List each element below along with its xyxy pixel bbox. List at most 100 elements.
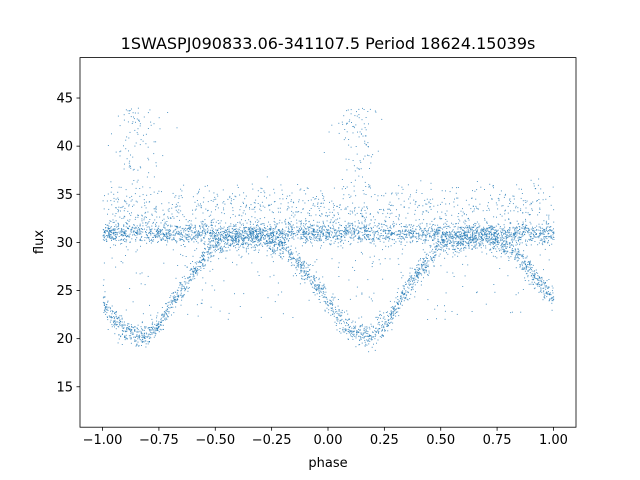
data-point — [232, 235, 234, 237]
data-point — [108, 233, 109, 235]
data-point — [282, 234, 284, 236]
data-point — [256, 237, 258, 239]
data-point — [178, 232, 180, 234]
data-point — [373, 230, 375, 232]
data-point — [157, 324, 159, 326]
data-point — [229, 245, 231, 246]
data-point — [148, 239, 150, 241]
data-point — [490, 244, 492, 246]
data-point — [140, 239, 142, 241]
data-point — [337, 235, 339, 237]
data-point — [250, 226, 252, 228]
data-point — [529, 260, 531, 262]
data-point — [480, 238, 482, 240]
data-point — [322, 288, 324, 290]
data-point — [395, 309, 397, 311]
data-point — [330, 240, 332, 242]
data-point — [272, 253, 274, 255]
data-point — [210, 244, 212, 246]
data-point — [170, 306, 172, 308]
data-point — [404, 229, 406, 231]
data-point — [462, 244, 464, 246]
data-point — [318, 227, 320, 229]
data-point — [417, 276, 419, 278]
data-point — [292, 258, 294, 260]
data-point — [543, 280, 545, 282]
data-point — [435, 251, 437, 253]
data-point — [407, 286, 409, 288]
data-point — [444, 244, 446, 246]
data-point — [126, 327, 127, 329]
data-point — [155, 333, 157, 335]
data-point — [541, 291, 543, 293]
data-point — [269, 228, 271, 230]
data-point — [400, 238, 402, 240]
data-point — [231, 236, 233, 238]
data-point — [231, 239, 233, 241]
data-point — [195, 233, 197, 235]
data-point — [391, 317, 392, 319]
data-point — [344, 230, 346, 232]
data-point — [488, 243, 490, 245]
data-point — [387, 311, 388, 313]
data-point — [137, 324, 139, 326]
data-point — [279, 233, 280, 235]
data-point — [175, 298, 177, 300]
data-point — [553, 237, 555, 238]
data-point — [112, 237, 114, 239]
data-point — [238, 254, 240, 256]
data-point — [269, 240, 271, 242]
data-point — [119, 324, 121, 326]
data-point — [470, 234, 472, 236]
data-point — [490, 229, 492, 231]
data-point — [509, 252, 511, 254]
data-point — [248, 253, 250, 255]
data-point — [331, 308, 333, 309]
data-point — [103, 239, 105, 241]
data-point — [143, 334, 145, 336]
data-point — [530, 228, 532, 230]
data-point — [453, 226, 455, 228]
data-point — [397, 307, 399, 309]
data-point — [239, 233, 241, 234]
data-point — [163, 234, 165, 236]
data-point — [129, 337, 131, 339]
data-point — [408, 280, 410, 281]
data-point — [398, 233, 400, 235]
data-point — [276, 248, 278, 250]
data-point — [211, 232, 213, 234]
data-point — [344, 329, 346, 331]
data-point — [376, 237, 378, 239]
data-point — [437, 230, 439, 232]
data-point — [457, 241, 459, 243]
data-point — [515, 232, 517, 234]
data-point — [390, 225, 391, 227]
data-point — [208, 252, 210, 254]
data-point — [312, 276, 314, 278]
data-point — [222, 249, 224, 251]
data-point — [249, 233, 251, 235]
data-point — [540, 234, 542, 236]
data-point — [477, 229, 479, 231]
data-point — [309, 231, 311, 233]
data-point — [546, 291, 548, 293]
data-point — [220, 231, 222, 233]
data-point — [266, 245, 268, 247]
data-point — [184, 283, 186, 285]
data-point — [135, 232, 137, 234]
data-point — [302, 267, 304, 269]
data-point — [361, 227, 363, 229]
data-point — [344, 231, 346, 233]
data-point — [235, 228, 237, 230]
data-point — [273, 235, 275, 236]
data-point — [415, 236, 417, 238]
data-point — [444, 234, 446, 236]
data-point — [314, 239, 316, 241]
data-point — [283, 244, 285, 246]
data-point — [507, 243, 509, 245]
data-point — [397, 230, 399, 232]
data-point — [459, 249, 461, 251]
data-point — [433, 239, 435, 241]
data-point — [118, 231, 120, 233]
data-point — [532, 279, 534, 281]
